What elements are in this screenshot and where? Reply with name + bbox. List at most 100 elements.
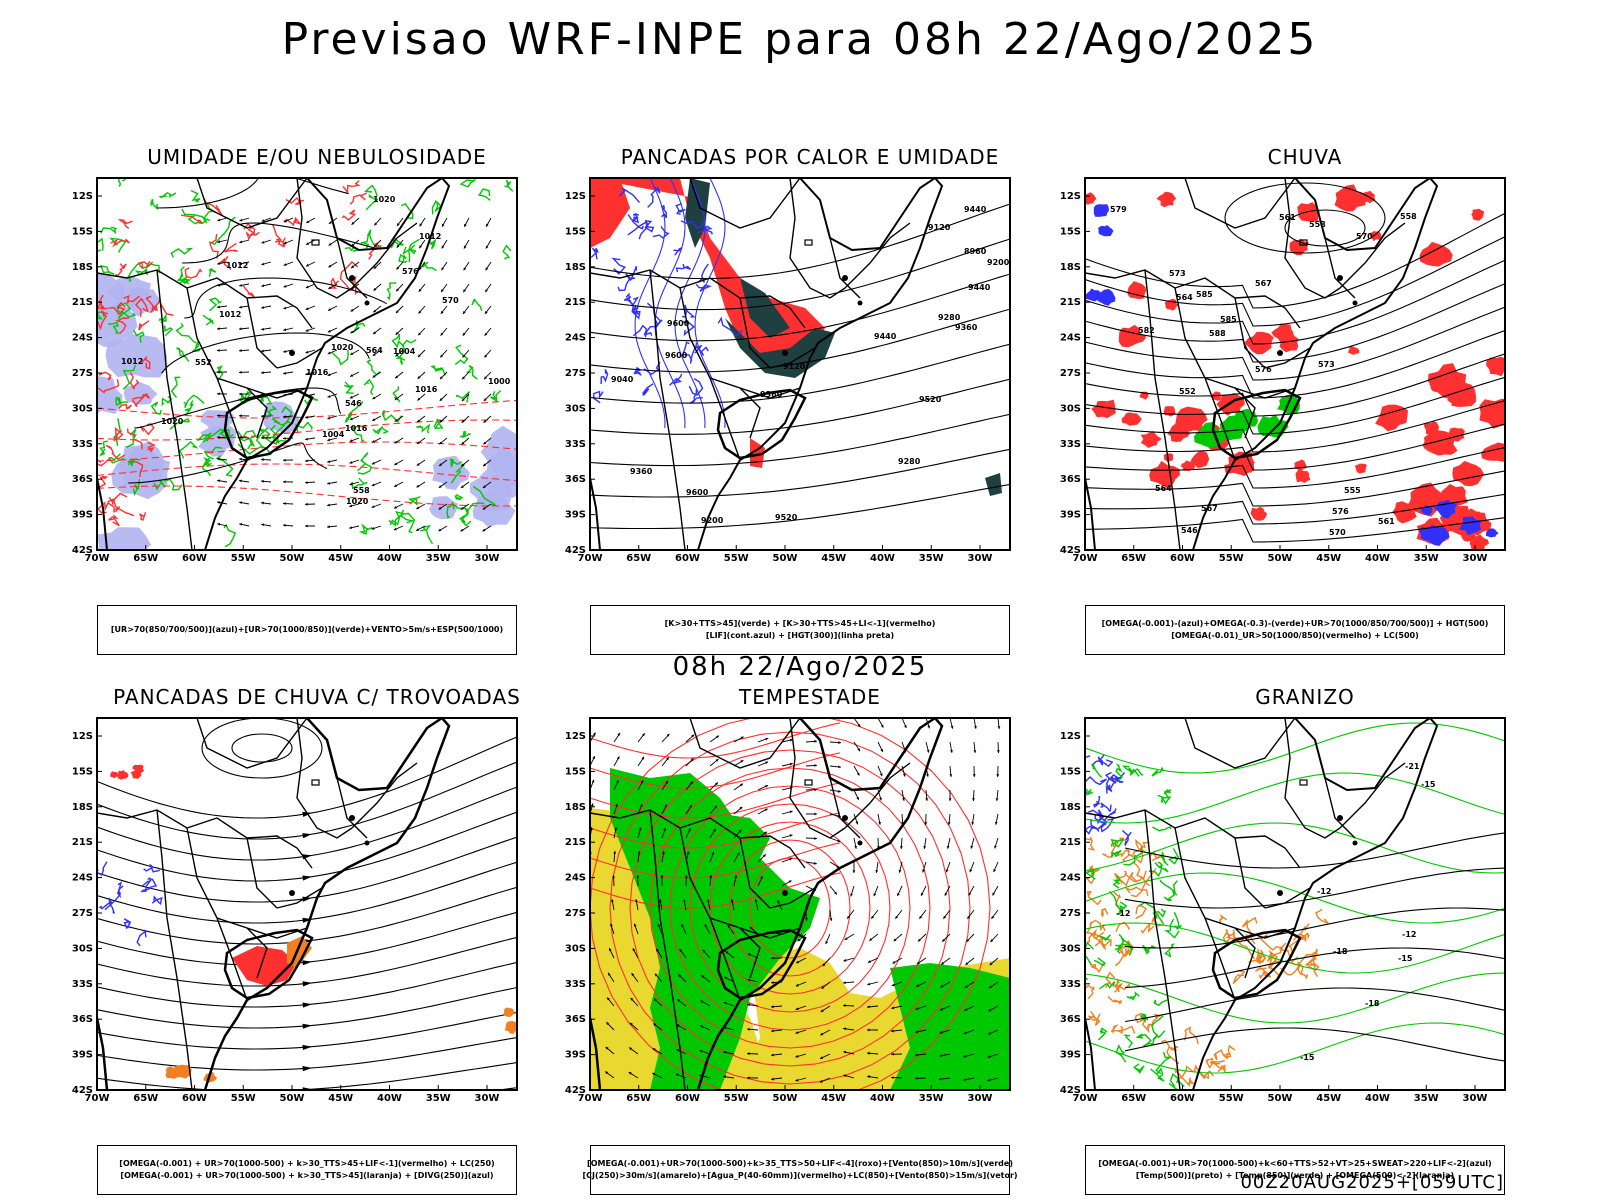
wind-vector-850 (640, 780, 644, 784)
wind-vector (483, 419, 487, 423)
wind-vector (305, 459, 308, 463)
wind-vector-850 (632, 948, 636, 952)
instability-area-green (740, 278, 790, 338)
lon-tick-label: 50W (773, 553, 798, 564)
wind-vector (283, 241, 287, 245)
lon-tick-label: 30W (475, 553, 500, 564)
lat-tick-label: 42S (1060, 545, 1081, 556)
legend-line: [K>30+TTS>45](verde) + [K>30+TTS>45+LI<-… (664, 619, 936, 628)
omega-500-contour (1248, 956, 1267, 965)
humidity-contour-green (365, 193, 379, 211)
wind-vector-850 (723, 1075, 726, 1079)
border-line (156, 269, 193, 550)
humidity-contour-green (408, 495, 421, 506)
wind-vector-850 (950, 725, 954, 729)
omega-500-contour (1113, 891, 1122, 912)
wind-vector-850 (822, 963, 826, 967)
height-contour-500 (1085, 259, 1505, 345)
lat-tick-label: 12S (565, 191, 586, 202)
wind-vector-850 (871, 915, 875, 919)
border-line (789, 178, 846, 299)
humidity-contour-green (202, 314, 214, 326)
wind-vector-850 (747, 1027, 750, 1031)
humidity-shade (105, 334, 168, 378)
wind-vector-850 (643, 710, 646, 713)
omega-500-contour (1120, 871, 1138, 887)
lat-tick-label: 18S (1060, 802, 1081, 813)
lifted-index-contour (695, 283, 713, 292)
humidity-contour-green (459, 431, 472, 439)
wind-vector-850 (820, 1009, 824, 1012)
humidity-contour-green (146, 263, 161, 274)
wind-vector-850 (594, 709, 597, 712)
wind-vector-850 (586, 924, 589, 927)
lifted-index-contour (644, 220, 655, 233)
border-line (739, 297, 771, 369)
lon-tick-label: 35W (919, 553, 944, 564)
wind-vector-850 (608, 972, 611, 976)
lake-marker (1337, 815, 1343, 821)
wind-vector-850 (843, 1074, 847, 1078)
hail-index-area (1090, 815, 1106, 831)
contour-label: 9360 (630, 467, 653, 476)
contour-label: 9440 (964, 205, 987, 214)
lifted-index-contour (632, 324, 653, 337)
border-line (276, 347, 323, 369)
hail-index-area (1100, 818, 1115, 833)
wind-vector (283, 480, 286, 484)
wind-vector (239, 414, 242, 418)
height-contour-300 (590, 238, 1010, 311)
height-contour-500 (1085, 446, 1505, 489)
temp-850-contour (1097, 1027, 1108, 1041)
wind-vector-850 (942, 938, 946, 942)
thickness-contour-red (151, 299, 174, 316)
wind-vector (461, 398, 465, 401)
contour-label: 1012 (121, 357, 143, 366)
wind-vector-850 (764, 831, 768, 835)
wind-vector (419, 223, 423, 227)
omega-500-contour (1241, 916, 1258, 933)
rain-area-red (1190, 451, 1210, 469)
wind-vector-850 (902, 798, 905, 801)
wind-850-area (890, 963, 1010, 1090)
border-line (689, 718, 801, 769)
wind-vector-850 (723, 1001, 727, 1005)
map-content: -12-12-12-15-15-18-18-21-15 (1085, 718, 1505, 1090)
wind-vector (350, 287, 354, 290)
wind-vector-850 (795, 1007, 799, 1011)
wind-vector (372, 374, 376, 378)
wind-vector-850 (652, 1072, 656, 1076)
contour-label: 1020 (331, 343, 354, 352)
lon-tick-label: 65W (133, 553, 158, 564)
wind-vector-850 (968, 892, 972, 896)
lon-tick-label: 35W (1414, 1093, 1439, 1104)
lat-tick-label: 42S (72, 545, 93, 556)
wind-vector-850 (916, 984, 920, 987)
legend-line: [UR>70(850/700/500)](azul)+[UR>70(1000/8… (110, 625, 504, 634)
state-outline (1211, 388, 1302, 460)
lat-tick-label: 18S (565, 802, 586, 813)
thickness-contour-red (203, 197, 223, 216)
contour-label: 1020 (346, 497, 369, 506)
thickness-contour-red (110, 238, 130, 248)
rain-area-red (1334, 184, 1366, 212)
wind-vector-850 (749, 926, 753, 930)
lat-tick-label: 36S (1060, 1014, 1081, 1025)
wind-vector-850 (897, 893, 900, 896)
omega-500-contour (1168, 1045, 1180, 1051)
wind-vector-850 (939, 1077, 942, 1081)
wind-vector-850 (590, 718, 591, 719)
wind-vector-850 (919, 915, 923, 919)
precipitable-water-contour (629, 749, 951, 1067)
wind-vector (350, 330, 354, 334)
map-content: 9600 9600 9600 9520 9440 9360 9200 9280 9120 9040… (590, 178, 1010, 550)
legend-line: [OMEGA(-0.001)-(azul)+OMEGA(-0.3)-(verde… (1101, 619, 1489, 628)
wind-vector (461, 419, 465, 423)
wind-vector-850 (837, 839, 841, 843)
wind-vector-850 (973, 750, 977, 753)
wind-vector-850 (727, 925, 731, 928)
lon-tick-label: 30W (968, 553, 993, 564)
wind-vector-850 (947, 822, 951, 825)
wind-vector (283, 502, 286, 505)
wind-vector (283, 437, 286, 440)
